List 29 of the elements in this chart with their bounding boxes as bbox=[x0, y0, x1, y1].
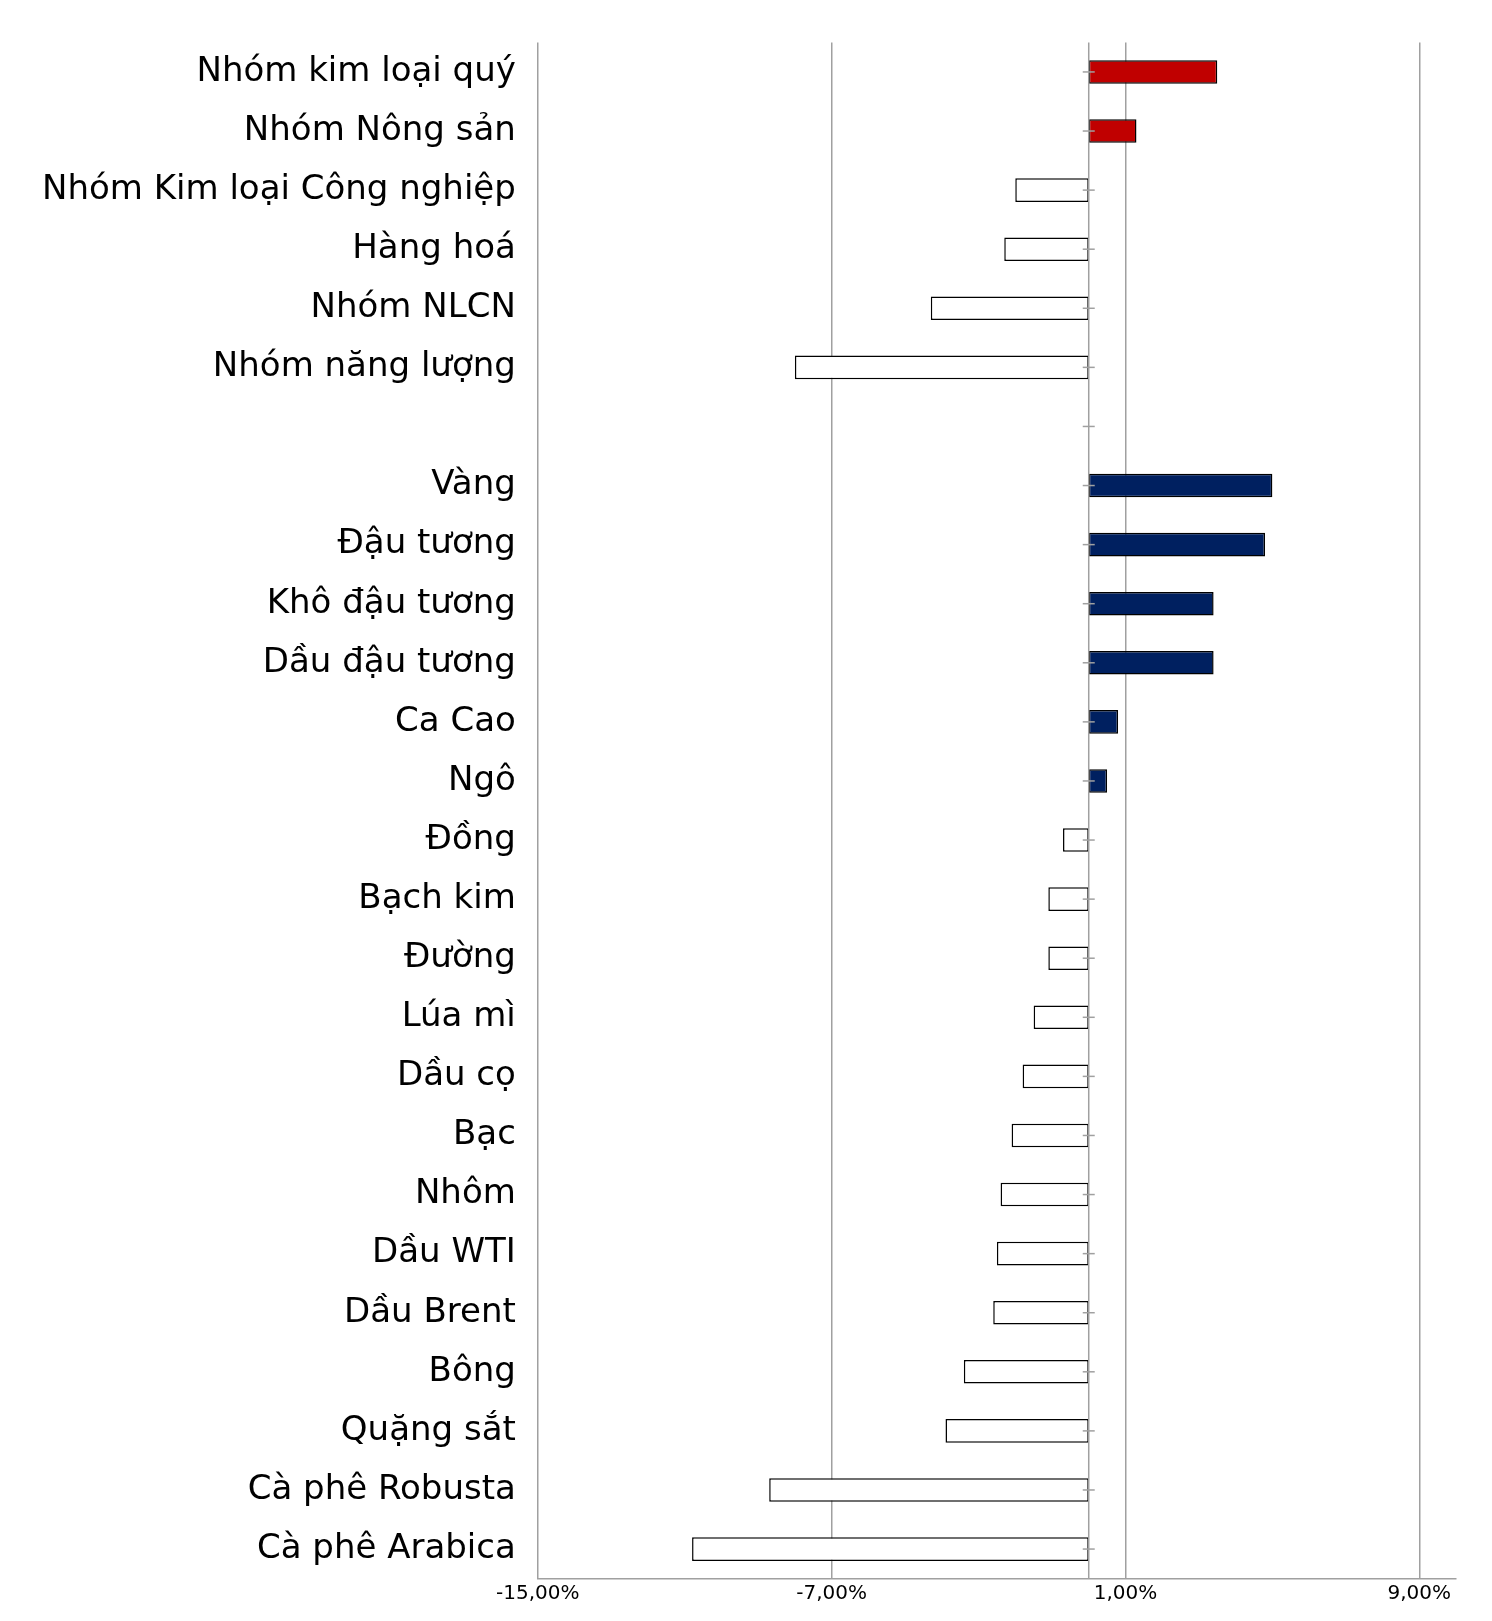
y-tick-label: Đường bbox=[404, 935, 516, 976]
y-tick-label: Hàng hoá bbox=[352, 226, 516, 267]
y-tick-label: Nhóm Kim loại Công nghiệp bbox=[42, 166, 516, 207]
y-tick-label: Lúa mì bbox=[401, 994, 516, 1035]
y-tick-label: Dầu đậu tương bbox=[262, 639, 516, 680]
y-tick-label: Bạc bbox=[452, 1112, 516, 1153]
y-tick-label: Dầu Brent bbox=[344, 1289, 516, 1330]
y-tick-label: Đậu tương bbox=[337, 521, 516, 562]
y-tick-label: Nhóm năng lượng bbox=[212, 344, 516, 385]
y-tick-label: Dầu WTI bbox=[372, 1230, 516, 1271]
y-tick-label: Bông bbox=[428, 1348, 516, 1389]
y-tick-label: Nhóm kim loại quý bbox=[196, 48, 516, 89]
y-tick-label: Khô đậu tương bbox=[266, 580, 516, 621]
y-tick-label: Nhóm Nông sản bbox=[243, 107, 516, 148]
y-tick-label: Ca Cao bbox=[395, 698, 516, 739]
x-tick-label: -7,00% bbox=[796, 1579, 868, 1604]
y-tick-label: Quặng sắt bbox=[340, 1407, 516, 1448]
x-tick-label: 1,00% bbox=[1093, 1579, 1158, 1604]
y-tick-label: Ngô bbox=[448, 757, 516, 798]
y-tick-label: Vàng bbox=[431, 462, 516, 503]
x-tick-label: -15,00% bbox=[496, 1579, 580, 1604]
y-tick-label: Đồng bbox=[425, 816, 516, 857]
y-tick-label: Cà phê Arabica bbox=[256, 1525, 516, 1566]
y-tick-label: Nhóm NLCN bbox=[310, 285, 516, 326]
x-tick-label: 9,00% bbox=[1387, 1579, 1452, 1604]
y-tick-label: Cà phê Robusta bbox=[247, 1466, 516, 1507]
y-tick-label: Dầu cọ bbox=[396, 1053, 516, 1094]
y-tick-label: Bạch kim bbox=[358, 875, 516, 916]
y-tick-label: Nhôm bbox=[414, 1171, 516, 1212]
